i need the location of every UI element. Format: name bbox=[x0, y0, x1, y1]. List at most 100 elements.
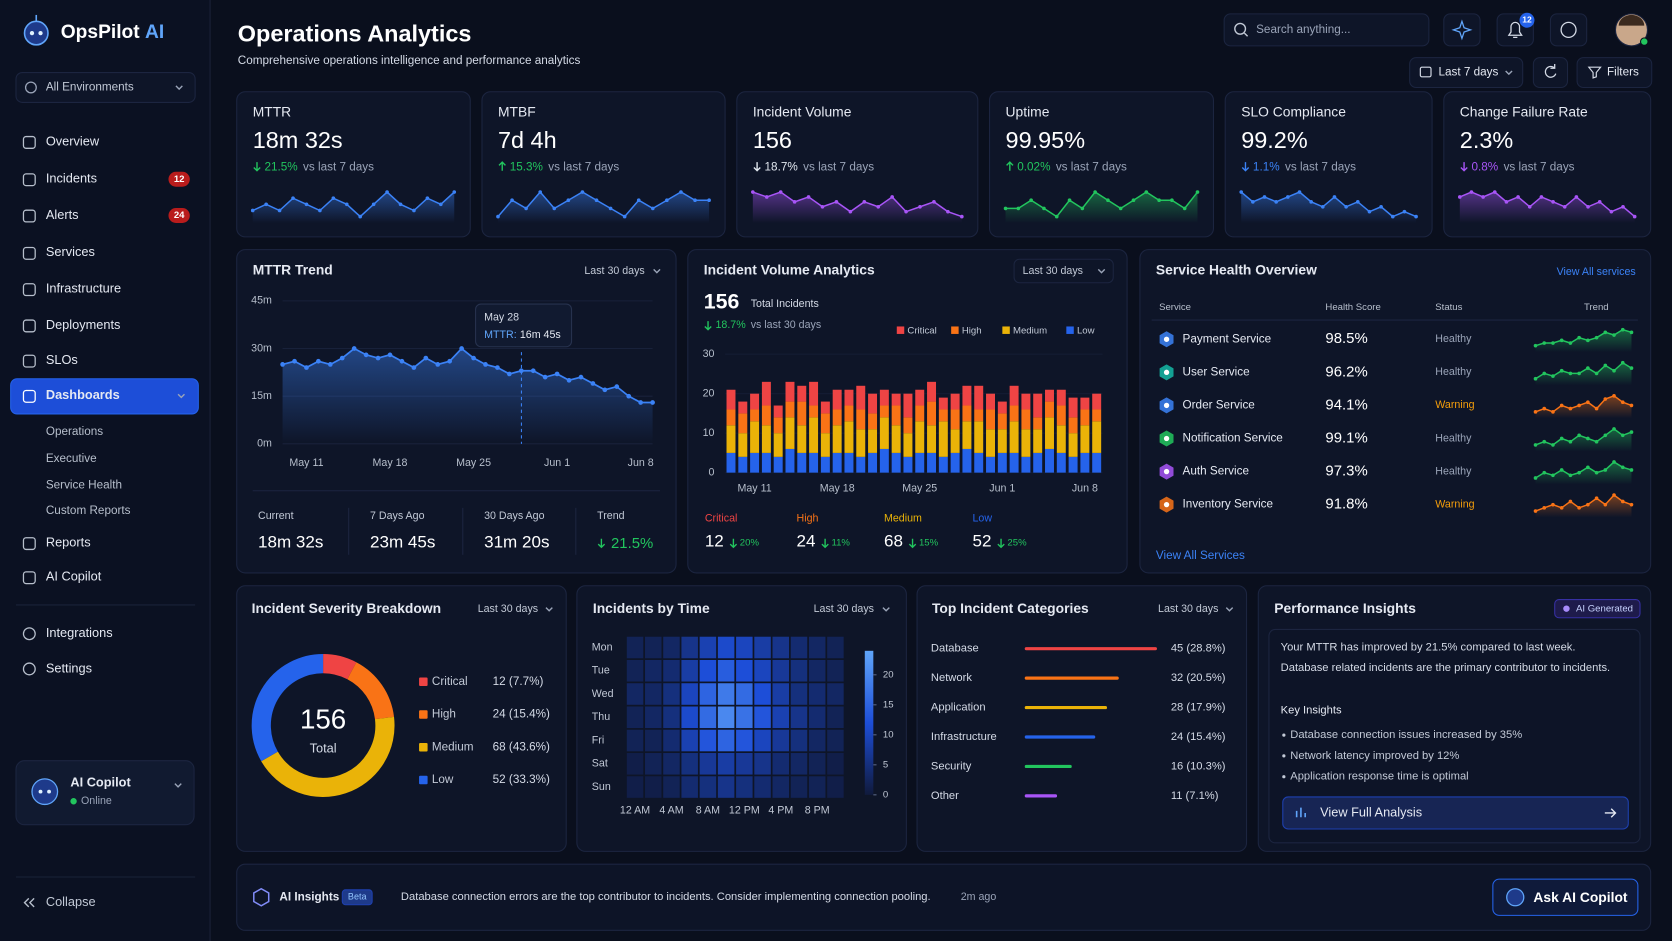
stat-label: 30 Days Ago bbox=[484, 510, 544, 522]
bar-segment bbox=[938, 421, 948, 457]
search-box[interactable] bbox=[1223, 13, 1430, 47]
collapse-icon bbox=[23, 897, 35, 908]
x-tick-label: May 25 bbox=[902, 482, 937, 494]
bar-segment bbox=[868, 393, 878, 414]
spark-dot bbox=[792, 200, 797, 204]
view-all-link[interactable]: View All services bbox=[1557, 266, 1636, 278]
spark-dot bbox=[1603, 502, 1608, 507]
spark-dot bbox=[1594, 470, 1599, 475]
subnav-item[interactable]: Service Health bbox=[46, 479, 122, 492]
nav-item[interactable]: Dashboards bbox=[46, 387, 120, 402]
nav-active[interactable] bbox=[10, 378, 199, 415]
bar-segment bbox=[832, 409, 842, 426]
sparkline-area bbox=[252, 192, 455, 223]
trend-point bbox=[304, 365, 309, 370]
spark-dot bbox=[1527, 204, 1532, 209]
nav-item[interactable]: Incidents bbox=[46, 171, 97, 186]
insight-bullet: Database connection issues increased by … bbox=[1290, 729, 1522, 741]
nav-badge-count: 12 bbox=[174, 174, 185, 185]
total-value: 156 bbox=[704, 290, 740, 314]
analysis-button-label[interactable]: View Full Analysis bbox=[1320, 804, 1422, 819]
spark-dot bbox=[650, 206, 655, 211]
range-select[interactable]: Last 30 days bbox=[478, 603, 538, 615]
filters-button[interactable] bbox=[1576, 57, 1653, 89]
spark-dot bbox=[1586, 436, 1590, 441]
range-button[interactable] bbox=[1409, 57, 1524, 89]
range-select[interactable]: Last 30 days bbox=[584, 265, 644, 277]
nav-item[interactable]: Services bbox=[46, 244, 95, 259]
bar-segment bbox=[844, 452, 854, 473]
nav-item[interactable]: Settings bbox=[46, 660, 92, 675]
icon-button[interactable] bbox=[1549, 13, 1588, 47]
subnav-item[interactable]: Operations bbox=[46, 425, 103, 438]
heat-cell bbox=[626, 683, 644, 705]
heat-cell bbox=[717, 636, 735, 659]
range-select[interactable]: Last 30 days bbox=[1158, 603, 1218, 615]
nav-item[interactable]: Alerts bbox=[46, 207, 79, 222]
spark-dot bbox=[1594, 406, 1599, 411]
x-tick-label: Jun 8 bbox=[628, 457, 654, 469]
summary-value: 12 bbox=[705, 531, 724, 550]
trend-point bbox=[459, 346, 464, 351]
spark-dot bbox=[764, 195, 769, 199]
spark-dot bbox=[1003, 206, 1008, 211]
categories-panel bbox=[916, 585, 1248, 852]
subnav-item[interactable]: Executive bbox=[46, 452, 97, 465]
ask-copilot-button[interactable] bbox=[1492, 878, 1639, 916]
spark-dot bbox=[1131, 198, 1136, 203]
notification-count: 12 bbox=[1522, 15, 1532, 25]
environment-select[interactable] bbox=[15, 72, 196, 103]
collapse[interactable]: Collapse bbox=[46, 894, 96, 909]
spark-dot bbox=[904, 209, 908, 214]
nav-item[interactable]: Infrastructure bbox=[46, 281, 121, 296]
spark-dot bbox=[398, 202, 403, 207]
heat-cell bbox=[808, 706, 826, 729]
heat-cell bbox=[681, 729, 698, 752]
heat-cell bbox=[808, 776, 826, 798]
nav-item[interactable]: SLOs bbox=[46, 352, 78, 367]
trend-point bbox=[578, 374, 584, 380]
nav-item[interactable]: Reports bbox=[46, 534, 91, 549]
spark-dot bbox=[1586, 502, 1590, 507]
category-value: 24 (15.4%) bbox=[1171, 731, 1226, 743]
range-select[interactable]: Last 30 days bbox=[814, 603, 874, 615]
view-all-link[interactable]: View All Services bbox=[1156, 549, 1245, 562]
spark-dot bbox=[1533, 509, 1538, 513]
bar-segment bbox=[927, 401, 937, 426]
spark-dot bbox=[946, 209, 950, 214]
analysis-button[interactable] bbox=[1282, 796, 1629, 830]
bar-segment bbox=[1009, 452, 1019, 473]
nav-item[interactable]: Integrations bbox=[46, 625, 113, 640]
spark-dot bbox=[1568, 499, 1573, 504]
kpi-value: 99.2% bbox=[1241, 127, 1308, 153]
spark-dot bbox=[1559, 436, 1564, 441]
range-select[interactable] bbox=[1013, 258, 1114, 284]
nav-badge bbox=[168, 208, 190, 223]
bar-segment bbox=[915, 452, 925, 473]
subnav-item[interactable]: Custom Reports bbox=[46, 504, 131, 517]
bar-segment bbox=[1009, 405, 1019, 422]
sparkline-area bbox=[1535, 461, 1632, 485]
service-name: Inventory Service bbox=[1183, 498, 1274, 511]
bar-segment bbox=[1056, 452, 1066, 473]
refresh-button[interactable] bbox=[1532, 57, 1569, 89]
bar-segment bbox=[1033, 417, 1043, 430]
logo bbox=[23, 14, 49, 46]
ask-copilot-label[interactable]: Ask AI Copilot bbox=[1533, 889, 1628, 905]
spark-dot bbox=[1620, 400, 1625, 405]
nav-item[interactable]: Deployments bbox=[46, 317, 121, 332]
copilot-card[interactable] bbox=[15, 760, 195, 826]
panel-title: Performance Insights bbox=[1274, 600, 1416, 616]
bar-segment bbox=[1045, 401, 1054, 418]
bar-segment bbox=[903, 456, 913, 473]
health-score: 96.2% bbox=[1325, 363, 1367, 380]
row-label: Sun bbox=[592, 781, 611, 793]
tooltip-date: May 28 bbox=[484, 312, 519, 324]
heat-cell bbox=[736, 776, 753, 798]
heat-cell bbox=[645, 729, 662, 752]
bar-segment bbox=[974, 385, 984, 410]
icon-button[interactable] bbox=[1443, 13, 1481, 47]
nav-item[interactable]: AI Copilot bbox=[46, 569, 102, 584]
spark-dot bbox=[806, 195, 811, 199]
nav-item[interactable]: Overview bbox=[46, 133, 100, 148]
